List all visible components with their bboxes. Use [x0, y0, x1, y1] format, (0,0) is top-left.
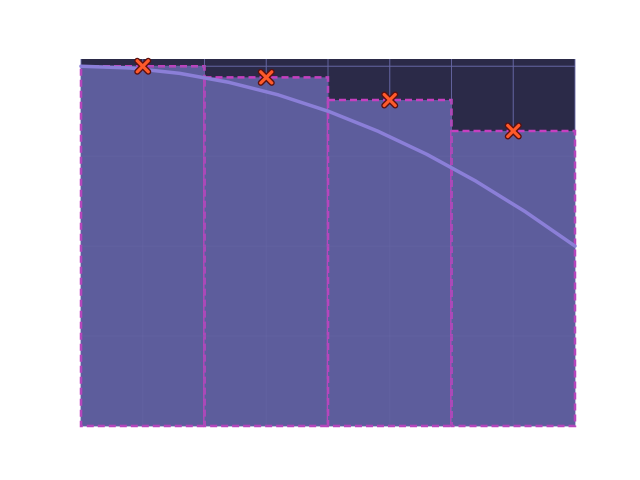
x-marker-stroke — [382, 92, 397, 108]
marker-series — [134, 57, 522, 140]
curve-line — [79, 64, 577, 248]
x-marker — [381, 91, 399, 109]
curve-series — [79, 64, 577, 248]
gridlines-overlay — [80, 59, 576, 427]
bars — [79, 64, 577, 428]
x-marker — [504, 122, 522, 140]
x-marker-stroke — [259, 70, 274, 85]
bar — [79, 64, 206, 428]
x-marker — [134, 57, 152, 75]
x-marker-stroke — [135, 59, 150, 74]
x-marker — [257, 68, 275, 86]
x-marker-stroke — [506, 123, 521, 139]
